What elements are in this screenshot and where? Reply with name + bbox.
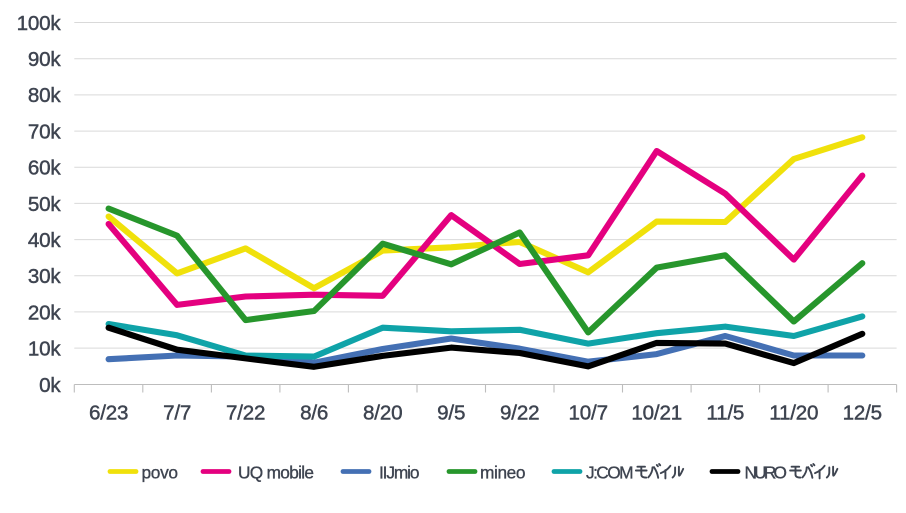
svg-text:80k: 80k bbox=[28, 84, 62, 107]
svg-text:UQ mobile: UQ mobile bbox=[238, 462, 314, 482]
svg-text:60k: 60k bbox=[28, 157, 62, 180]
svg-text:8/20: 8/20 bbox=[363, 401, 402, 424]
svg-text:povo: povo bbox=[142, 462, 179, 482]
svg-text:20k: 20k bbox=[28, 301, 62, 324]
svg-text:11/5: 11/5 bbox=[706, 401, 744, 424]
svg-text:10/21: 10/21 bbox=[631, 401, 682, 424]
svg-text:40k: 40k bbox=[28, 229, 62, 252]
svg-text:11/20: 11/20 bbox=[769, 401, 818, 424]
svg-text:8/6: 8/6 bbox=[300, 401, 328, 424]
svg-text:6/23: 6/23 bbox=[89, 401, 128, 424]
svg-text:50k: 50k bbox=[28, 193, 62, 216]
svg-text:J:COM: J:COM bbox=[586, 462, 634, 482]
svg-text:12/5: 12/5 bbox=[843, 401, 882, 424]
svg-text:70k: 70k bbox=[28, 120, 62, 143]
svg-text:NURO: NURO bbox=[745, 462, 788, 482]
svg-text:10/7: 10/7 bbox=[569, 401, 608, 424]
svg-text:mineo: mineo bbox=[480, 462, 526, 482]
svg-text:90k: 90k bbox=[28, 48, 62, 71]
svg-text:IIJmio: IIJmio bbox=[379, 462, 420, 482]
svg-text:100k: 100k bbox=[17, 12, 62, 35]
svg-text:9/22: 9/22 bbox=[500, 401, 539, 424]
svg-text:0k: 0k bbox=[39, 374, 61, 397]
svg-text:30k: 30k bbox=[28, 265, 62, 288]
svg-text:7/7: 7/7 bbox=[163, 401, 191, 424]
svg-text:7/22: 7/22 bbox=[226, 401, 265, 424]
svg-text:9/5: 9/5 bbox=[437, 401, 465, 424]
svg-text:10k: 10k bbox=[28, 338, 62, 361]
